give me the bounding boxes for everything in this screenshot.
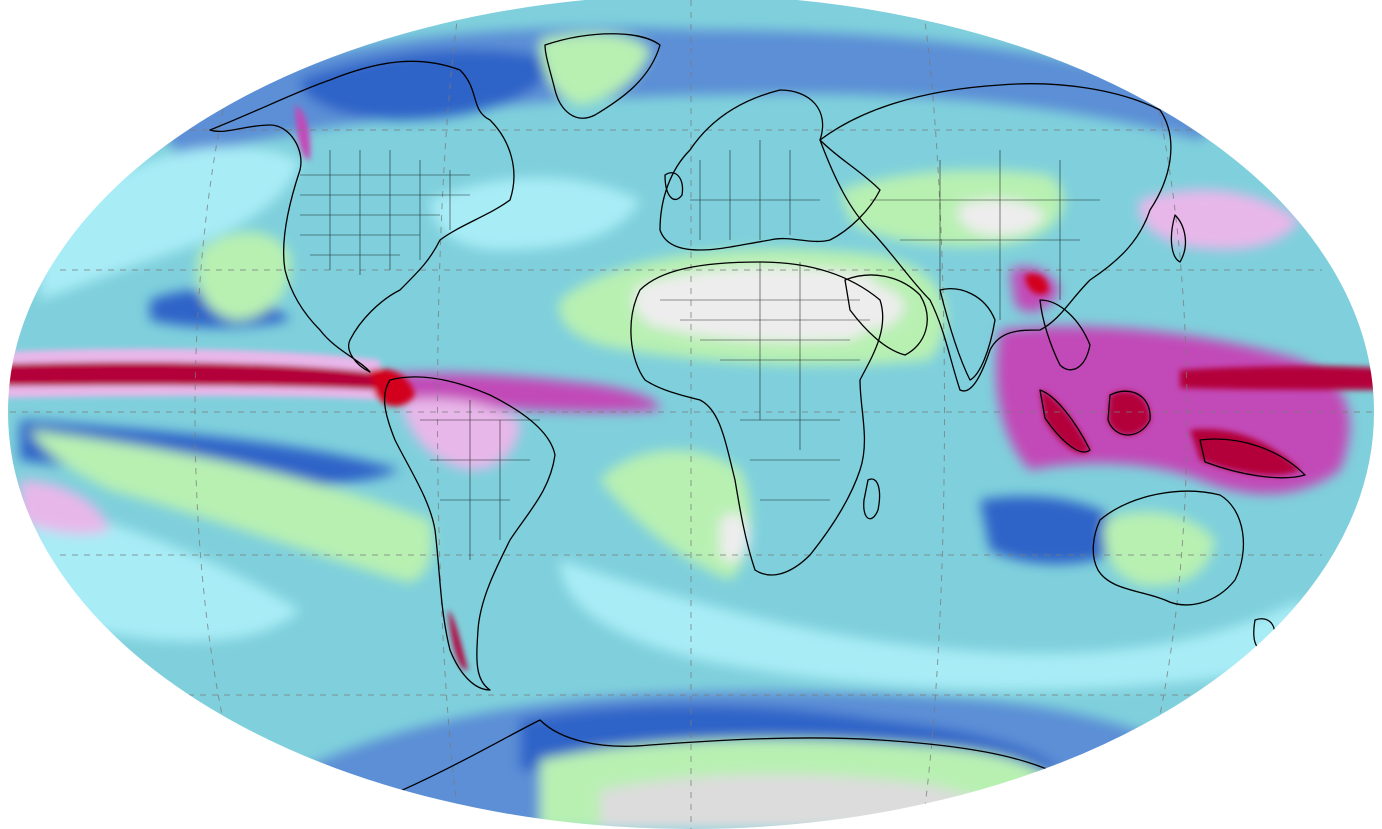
- south-america-borders: [420, 400, 540, 560]
- country-borders: [300, 140, 1100, 560]
- madagascar-outline: [863, 478, 881, 520]
- southeast-pacific-dry-zone: [30, 430, 433, 582]
- north-america-outline: [209, 60, 515, 373]
- indian-deep: [980, 496, 1140, 564]
- globe-edge: [6, 0, 1376, 829]
- arabia-outline: [844, 274, 928, 356]
- coastlines: [209, 33, 1306, 801]
- gobi-dry-zone: [958, 199, 1045, 236]
- sumatra-outline: [1039, 389, 1091, 453]
- australia-outline: [1092, 490, 1245, 606]
- arabia-dry-zone: [847, 285, 905, 329]
- chile-coast-rain: [448, 610, 468, 671]
- europe-outline: [659, 89, 881, 251]
- bangladesh-rain: [1025, 273, 1049, 295]
- namib-dry-zone: [720, 512, 750, 563]
- japan-outline: [1170, 214, 1187, 263]
- sumatra-rain: [1040, 390, 1090, 454]
- greenland-outline: [544, 33, 661, 119]
- antarctica-outline: [379, 719, 1061, 801]
- borneo-rain: [1108, 391, 1150, 435]
- south-pacific-pale: [20, 500, 300, 642]
- new-guinea-rain: [1190, 429, 1300, 476]
- greenland: [540, 33, 650, 105]
- northeast-pacific-dry-zone: [196, 231, 291, 320]
- graticule-meridians: [194, 0, 1188, 829]
- greenland-deep: [300, 49, 560, 120]
- south-america-outline: [383, 376, 556, 691]
- indochina-outline: [1039, 299, 1091, 371]
- south-indian-pale: [560, 560, 1320, 690]
- asia-outline: [819, 83, 1172, 392]
- india-outline: [939, 288, 996, 381]
- us-state-grid: [300, 150, 470, 275]
- south-atlantic-dry-zone: [600, 450, 751, 580]
- new-guinea-outline: [1199, 438, 1306, 479]
- borneo-outline: [1107, 390, 1151, 436]
- equatorial-pacific-rain-band: [7, 362, 380, 390]
- asia-borders: [870, 150, 1100, 320]
- europe-borders: [690, 140, 820, 240]
- africa-borders: [660, 262, 870, 501]
- pacific-nw-coast-rain: [295, 105, 311, 160]
- amazon-wet-zone: [400, 398, 520, 470]
- north-indian-lavender: [1139, 189, 1300, 250]
- north-atlantic-pale: [430, 177, 640, 250]
- west-pacific-rain-band: [1180, 365, 1375, 390]
- australia-dry-zone: [1103, 511, 1215, 586]
- sahara-dry-zone: [633, 267, 881, 342]
- south-pacific-lavender: [20, 480, 110, 535]
- uk-outline: [664, 172, 684, 200]
- equatorial-rain-bands: [7, 105, 1375, 671]
- precip-field: [20, 27, 1350, 829]
- graticule: [10, 0, 1372, 829]
- africa-outline: [630, 261, 884, 576]
